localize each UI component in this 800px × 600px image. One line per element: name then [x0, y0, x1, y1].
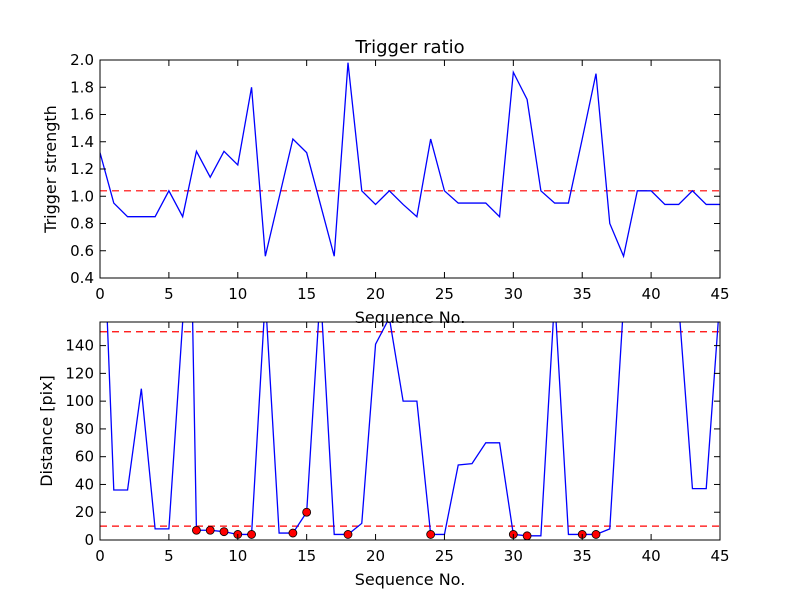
series-line: [100, 62, 720, 259]
plot-frame: [99, 321, 721, 541]
x-tick-label: 20: [366, 547, 385, 565]
x-tick-label: 20: [366, 285, 385, 303]
y-tick-label: 1.0: [70, 187, 94, 205]
y-tick-label: 1.6: [70, 106, 94, 124]
x-tick-label: 15: [297, 547, 316, 565]
y-tick-label: 60: [75, 448, 94, 466]
distance-panel: Sequence No. Distance [pix] 0 5 10 15 20 25 30…: [37, 321, 730, 589]
x-tick-label: 5: [164, 547, 174, 565]
x-tick-label: 25: [435, 547, 454, 565]
y-tick-label: 0.6: [70, 242, 94, 260]
x-tick-label: 10: [228, 285, 247, 303]
data-point: [522, 531, 532, 540]
y-tick-label: 20: [75, 503, 94, 521]
y-tick-label: 140: [65, 337, 94, 355]
y-tick-label: 0.8: [70, 215, 94, 233]
x-tick-label: 40: [642, 547, 661, 565]
y-axis-label: Trigger strength: [41, 105, 60, 234]
y-tick-label: 40: [75, 475, 94, 493]
data-point: [426, 530, 436, 539]
y-tick-label: 1.8: [70, 78, 94, 96]
plot-area: [100, 62, 720, 259]
x-tick-label: 45: [710, 285, 729, 303]
x-tick-label: 35: [573, 547, 592, 565]
x-tick-label: 35: [573, 285, 592, 303]
x-axis-label: Sequence No.: [355, 570, 466, 589]
plot-frame: [99, 59, 721, 279]
data-point: [205, 525, 215, 535]
y-tick-label: 100: [65, 392, 94, 410]
data-point: [591, 530, 601, 539]
tick-group: 0 5 10 15 20 25 30 35 40 45 0 20 40 60 80 100 120 140: [65, 322, 730, 565]
x-tick-label: 10: [228, 547, 247, 565]
plot-area: [100, 322, 720, 540]
x-tick-label: 0: [95, 285, 105, 303]
chart-title: Trigger ratio: [354, 37, 464, 58]
x-tick-label: 45: [710, 547, 729, 565]
y-tick-label: 0: [84, 531, 94, 549]
y-tick-label: 1.2: [70, 160, 94, 178]
data-point: [192, 525, 201, 535]
data-point: [302, 507, 312, 517]
trigger-ratio-panel: Trigger ratio Sequence No. Trigger stren…: [41, 37, 730, 327]
y-tick-label: 1.4: [70, 133, 94, 151]
y-axis-label: Distance [pix]: [37, 375, 56, 487]
x-tick-label: 25: [435, 285, 454, 303]
y-tick-label: 120: [65, 364, 94, 382]
series-line: [106, 322, 719, 537]
data-point: [343, 530, 353, 539]
y-tick-label: 80: [75, 420, 94, 438]
x-tick-label: 5: [164, 285, 174, 303]
x-tick-label: 15: [297, 285, 316, 303]
x-tick-label: 30: [504, 547, 523, 565]
data-point: [247, 530, 256, 539]
x-tick-label: 40: [642, 285, 661, 303]
data-point: [288, 528, 298, 538]
data-point: [219, 527, 229, 537]
tick-group: 0 5 10 15 20 25 30 35 40 45 0.4 0.6 0.8 1.0 1.2 1.4 1.6 1…: [70, 51, 729, 303]
x-tick-label: 0: [95, 547, 105, 565]
x-axis-label: Sequence No.: [355, 308, 466, 327]
y-tick-label: 0.4: [70, 269, 94, 287]
x-tick-label: 30: [504, 285, 523, 303]
y-tick-label: 2.0: [70, 51, 94, 69]
